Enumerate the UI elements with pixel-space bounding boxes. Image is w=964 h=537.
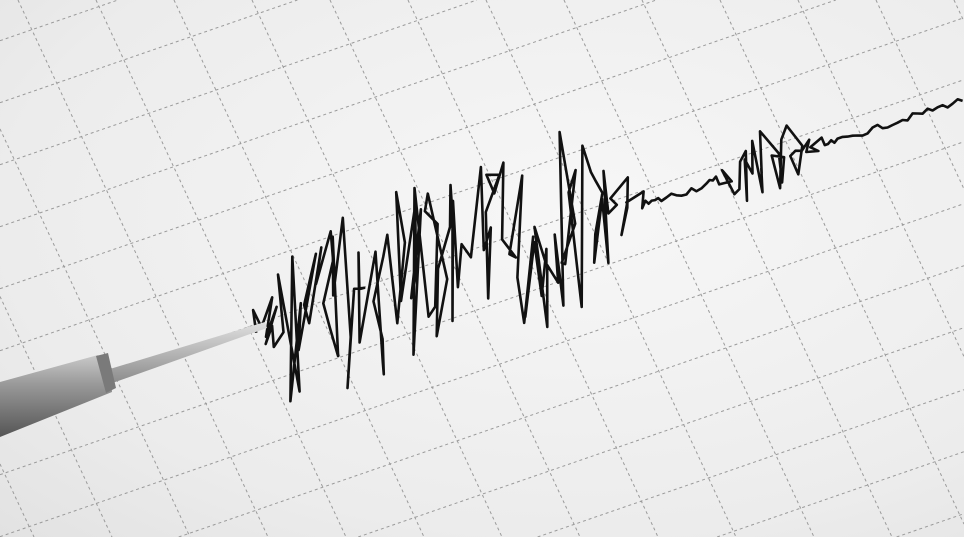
stylus (0, 322, 267, 437)
grid-line (17, 0, 269, 537)
grid-line (0, 296, 113, 537)
grid-line (641, 0, 893, 537)
grid-line (0, 203, 964, 537)
grid-line (329, 0, 581, 537)
grid-line (0, 0, 298, 104)
stylus-tip-collar (96, 353, 116, 393)
grid-line (95, 0, 347, 537)
grid-line (0, 0, 119, 42)
grid-line (0, 17, 964, 352)
grid-line (896, 513, 964, 537)
grid-line (0, 141, 964, 476)
seismic-trace (251, 98, 963, 403)
grid-line (953, 0, 964, 22)
stylus-body (0, 355, 112, 437)
grid-line (797, 0, 964, 357)
grid-line (716, 451, 964, 537)
grid-line (0, 0, 657, 228)
grid-line (563, 0, 815, 537)
grid-line (358, 327, 964, 537)
seismogram-line (251, 98, 963, 403)
grid-line (485, 0, 737, 537)
grid-line (0, 463, 35, 537)
grid-line (0, 128, 191, 537)
grid-line (407, 0, 659, 537)
stylus-needle (100, 322, 267, 386)
grid-line (537, 389, 964, 537)
grid-line (875, 0, 964, 190)
grid-line (178, 265, 964, 537)
grid-line (0, 0, 477, 166)
grid-line (719, 0, 964, 525)
grid-line (173, 0, 425, 537)
